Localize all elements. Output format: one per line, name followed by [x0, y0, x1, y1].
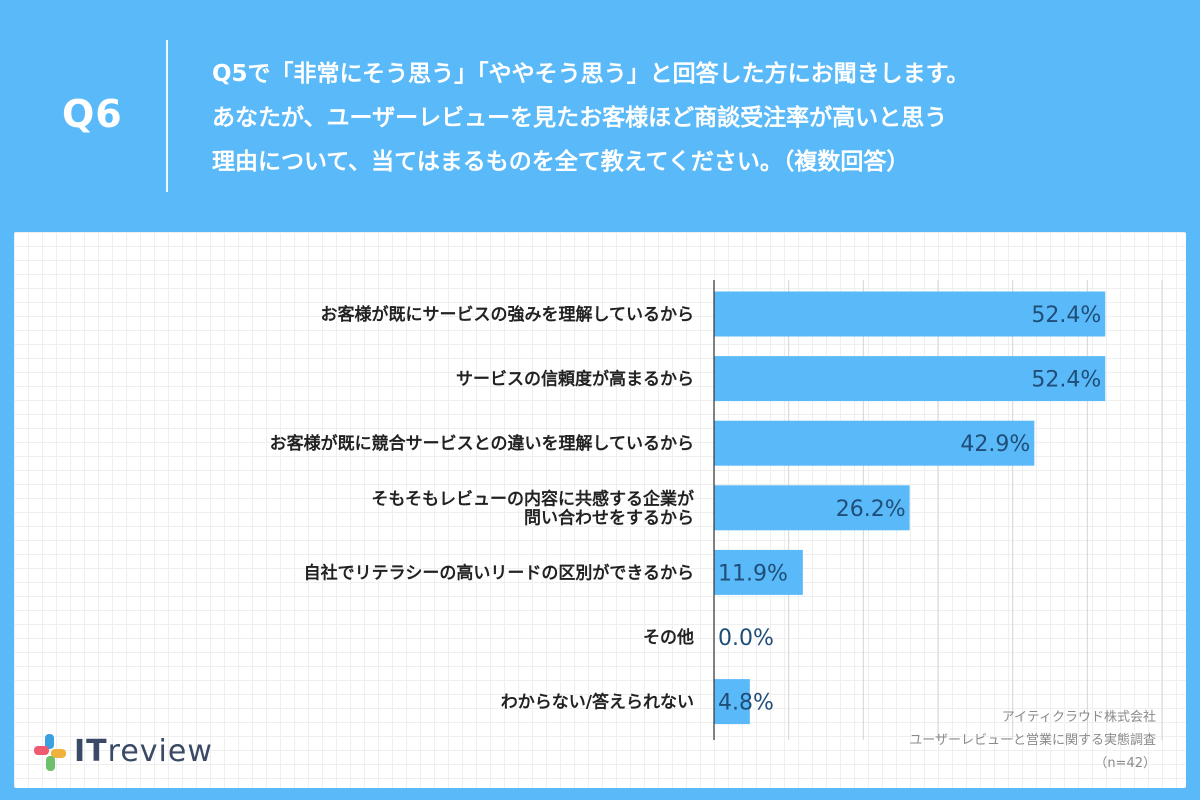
itreview-logo: ITreview — [28, 730, 238, 776]
category-label: そもそもレビューの内容に共感する企業が — [371, 488, 694, 509]
footnote-survey: ユーザーレビューと営業に関する実態調査 — [909, 733, 1156, 748]
footnote-sample-size: （n=42） — [1094, 756, 1156, 771]
category-label: お客様が既にサービスの強みを理解しているから — [321, 304, 695, 325]
question-line: あなたが、ユーザーレビューを見たお客様ほど商談受注率が高いと思う — [212, 105, 948, 131]
category-label: 問い合わせをするから — [524, 507, 694, 528]
footnote-company: アイティクラウド株式会社 — [1001, 710, 1156, 725]
bar — [714, 420, 1035, 466]
bar — [714, 485, 910, 531]
data-label: 52.4% — [1031, 368, 1101, 393]
bar — [714, 291, 1106, 337]
bar — [714, 549, 803, 595]
category-label: その他 — [643, 627, 694, 648]
chart-panel: 52.4% お客様が既にサービスの強みを理解しているから 52.4% サービスの信頼度… — [14, 232, 1186, 788]
bar — [714, 679, 750, 725]
question-line: 理由について、当てはまるものを全て教えてください。（複数回答） — [212, 149, 910, 175]
data-label: 0.0% — [718, 626, 774, 651]
bar-chart: 52.4% お客様が既にサービスの強みを理解しているから 52.4% サービスの信頼度… — [270, 280, 1163, 740]
question-text: Q5で「非常にそう思う」「ややそう思う」と回答した方にお聞きします。 あなたが、… — [212, 52, 1172, 184]
header: Q6 Q5で「非常にそう思う」「ややそう思う」と回答した方にお聞きします。 あな… — [0, 0, 1200, 232]
data-label: 26.2% — [836, 497, 906, 522]
question-line: Q5で「非常にそう思う」「ややそう思う」と回答した方にお聞きします。 — [212, 61, 970, 87]
category-label: お客様が既に競合サービスとの違いを理解しているから — [270, 433, 694, 454]
logo-text-review: review — [107, 734, 213, 769]
data-label: 11.9% — [718, 561, 788, 586]
category-label: サービスの信頼度が高まるから — [456, 369, 694, 390]
source-footnote: アイティクラウド株式会社 ユーザーレビューと営業に関する実態調査 （n=42） — [909, 706, 1156, 775]
logo-text: ITreview — [74, 734, 213, 769]
data-label: 42.9% — [960, 432, 1030, 457]
category-label: 自社でリテラシーの高いリードの区別ができるから — [304, 562, 694, 583]
question-number: Q6 — [62, 92, 123, 136]
data-label: 4.8% — [718, 691, 774, 716]
logo-cross-icon — [34, 734, 66, 771]
category-label: わからない/答えられない — [501, 692, 694, 713]
logo-text-it: IT — [74, 734, 108, 769]
header-divider — [166, 40, 168, 192]
bar — [714, 356, 1106, 402]
data-label: 52.4% — [1031, 303, 1101, 328]
